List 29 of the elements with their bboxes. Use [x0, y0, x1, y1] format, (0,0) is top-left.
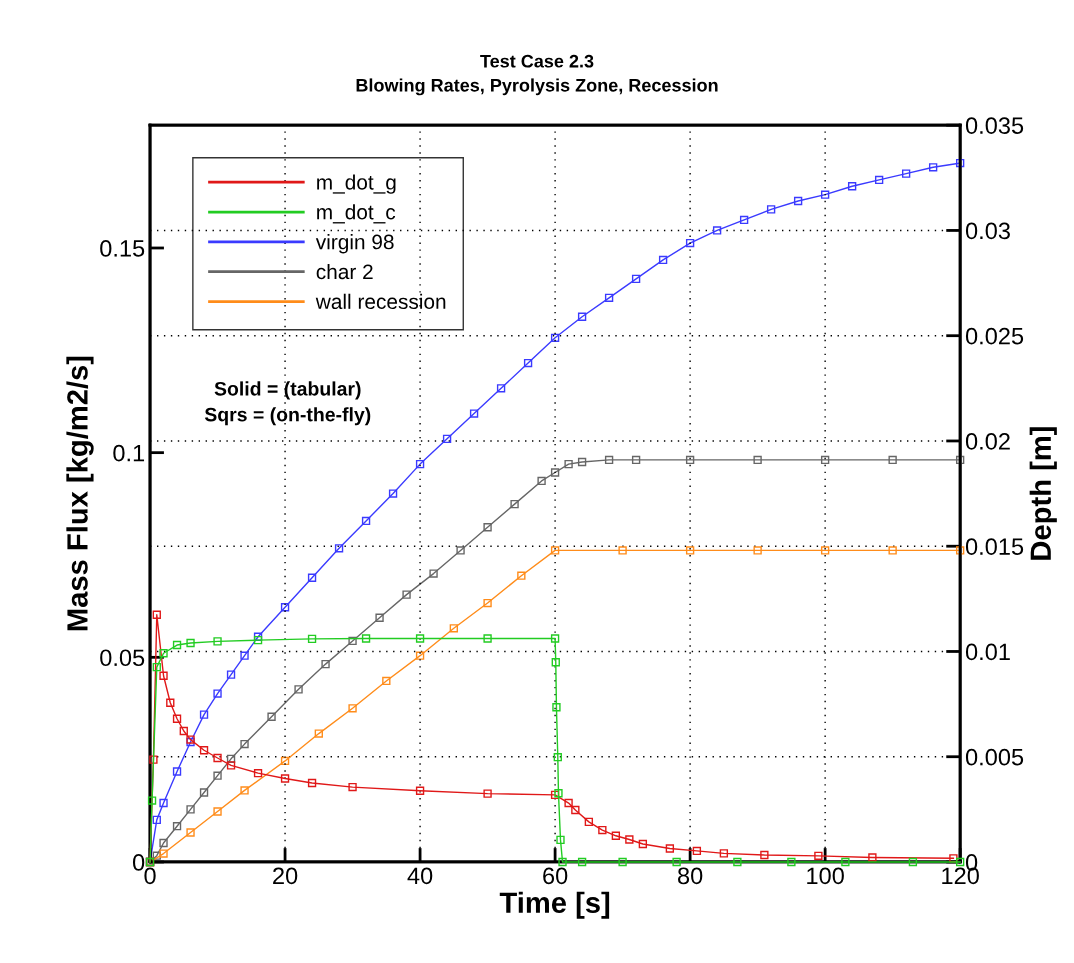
y-axis-title: Mass Flux [kg/m2/s] — [66, 356, 94, 631]
x-tick-label: 20 — [273, 867, 298, 885]
y2-tick-label: 0.02 — [965, 433, 1010, 450]
y2-tick-label: 0.015 — [965, 538, 1024, 555]
y2-tick-label: 0.035 — [965, 117, 1024, 134]
y-tick-label: 0.15 — [100, 240, 145, 257]
legend-label: wall recession — [315, 293, 446, 310]
legend-label: char 2 — [316, 263, 373, 280]
legend-label: m_dot_c — [317, 204, 396, 224]
y-tick-label: 0.1 — [113, 444, 145, 462]
x-tick-label: 0 — [144, 867, 156, 885]
x-tick-label: 40 — [407, 867, 433, 885]
annotation: Solid = (tabular) — [214, 381, 361, 400]
legend-label: virgin 98 — [315, 234, 394, 254]
y2-tick-label: 0.025 — [965, 327, 1024, 345]
y2-axis-title: Depth [m] — [1029, 427, 1057, 560]
x-axis-title: Time [s] — [499, 891, 610, 919]
x-tick-label: 100 — [807, 867, 844, 885]
chart-subtitle: Blowing Rates, Pyrolysis Zone, Recession — [356, 78, 718, 96]
chart-title: Test Case 2.3 — [480, 54, 594, 68]
x-tick-label: 60 — [543, 867, 568, 885]
annotation: Sqrs = (on-the-fly) — [204, 407, 371, 426]
x-tick-label: 80 — [678, 867, 703, 885]
y2-tick-label: 0.01 — [965, 643, 1010, 661]
y-tick-label: 0 — [132, 854, 145, 871]
y-tick-label: 0.05 — [100, 649, 145, 667]
y2-tick-label: 0.005 — [965, 748, 1024, 766]
legend-label: m_dot_g — [317, 174, 396, 194]
y2-tick-label: 0.03 — [965, 222, 1010, 240]
